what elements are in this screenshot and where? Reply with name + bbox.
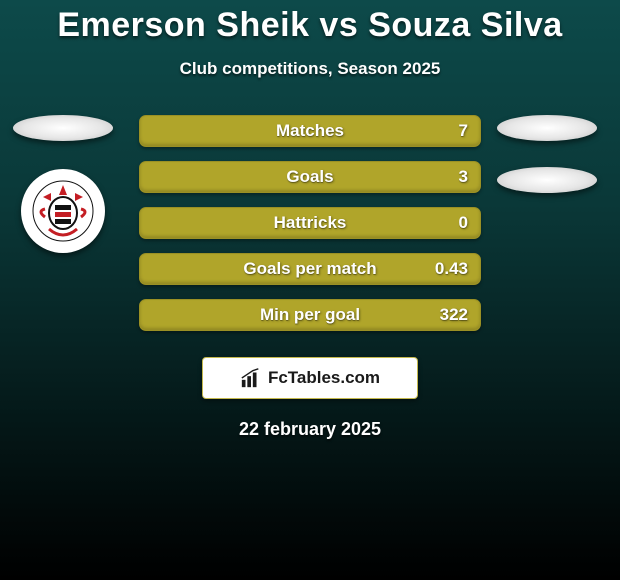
stat-label: Goals	[286, 167, 333, 187]
footer-date: 22 february 2025	[0, 419, 620, 440]
stat-value: 0.43	[435, 259, 468, 279]
brand-box[interactable]: FcTables.com	[202, 357, 418, 399]
comparison-content: Matches 7 Goals 3 Hattricks 0 Goals per …	[0, 115, 620, 331]
stat-bar-goals-per-match: Goals per match 0.43	[139, 253, 481, 285]
club-badge-left	[21, 169, 105, 253]
stat-bar-goals: Goals 3	[139, 161, 481, 193]
page-subtitle: Club competitions, Season 2025	[0, 59, 620, 79]
brand-name: FcTables.com	[268, 368, 380, 388]
stat-bar-matches: Matches 7	[139, 115, 481, 147]
page-title: Emerson Sheik vs Souza Silva	[0, 0, 620, 45]
stat-bars: Matches 7 Goals 3 Hattricks 0 Goals per …	[139, 115, 481, 331]
stat-label: Matches	[276, 121, 344, 141]
club-badge-right-placeholder	[497, 167, 597, 193]
left-player-column	[8, 115, 118, 253]
stat-value: 0	[459, 213, 468, 233]
stat-value: 322	[440, 305, 468, 325]
stat-bar-hattricks: Hattricks 0	[139, 207, 481, 239]
stat-bar-min-per-goal: Min per goal 322	[139, 299, 481, 331]
bar-chart-icon	[240, 367, 262, 389]
player-right-avatar-chip	[497, 115, 597, 141]
stat-value: 7	[459, 121, 468, 141]
player-left-avatar-chip	[13, 115, 113, 141]
corinthians-crest-icon	[31, 179, 95, 243]
stat-label: Min per goal	[260, 305, 360, 325]
stat-label: Hattricks	[274, 213, 347, 233]
stat-value: 3	[459, 167, 468, 187]
right-player-column	[492, 115, 602, 193]
stat-label: Goals per match	[243, 259, 376, 279]
